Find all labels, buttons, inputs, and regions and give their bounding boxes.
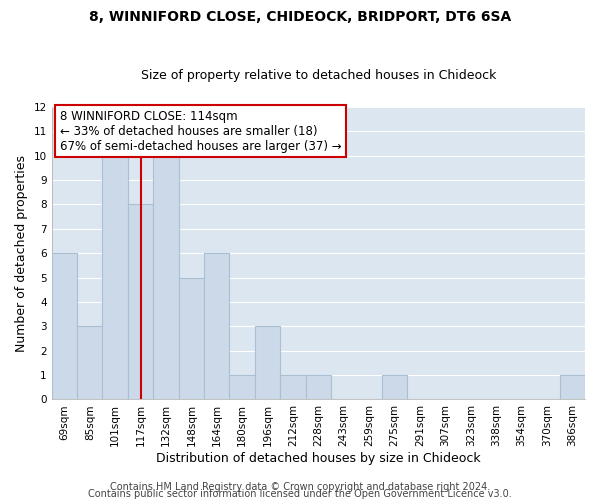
Bar — [52, 253, 77, 400]
Bar — [382, 375, 407, 400]
Bar — [179, 278, 204, 400]
Text: Contains HM Land Registry data © Crown copyright and database right 2024.: Contains HM Land Registry data © Crown c… — [110, 482, 490, 492]
Bar — [204, 253, 229, 400]
Bar — [255, 326, 280, 400]
Text: 8 WINNIFORD CLOSE: 114sqm
← 33% of detached houses are smaller (18)
67% of semi-: 8 WINNIFORD CLOSE: 114sqm ← 33% of detac… — [59, 110, 341, 152]
Text: Contains public sector information licensed under the Open Government Licence v3: Contains public sector information licen… — [88, 489, 512, 499]
Bar — [560, 375, 585, 400]
Title: Size of property relative to detached houses in Chideock: Size of property relative to detached ho… — [140, 69, 496, 82]
Bar — [153, 156, 179, 400]
Bar — [280, 375, 305, 400]
Bar — [305, 375, 331, 400]
Bar — [128, 204, 153, 400]
Bar — [229, 375, 255, 400]
Bar — [103, 156, 128, 400]
Bar — [77, 326, 103, 400]
Y-axis label: Number of detached properties: Number of detached properties — [15, 154, 28, 352]
Text: 8, WINNIFORD CLOSE, CHIDEOCK, BRIDPORT, DT6 6SA: 8, WINNIFORD CLOSE, CHIDEOCK, BRIDPORT, … — [89, 10, 511, 24]
X-axis label: Distribution of detached houses by size in Chideock: Distribution of detached houses by size … — [156, 452, 481, 465]
